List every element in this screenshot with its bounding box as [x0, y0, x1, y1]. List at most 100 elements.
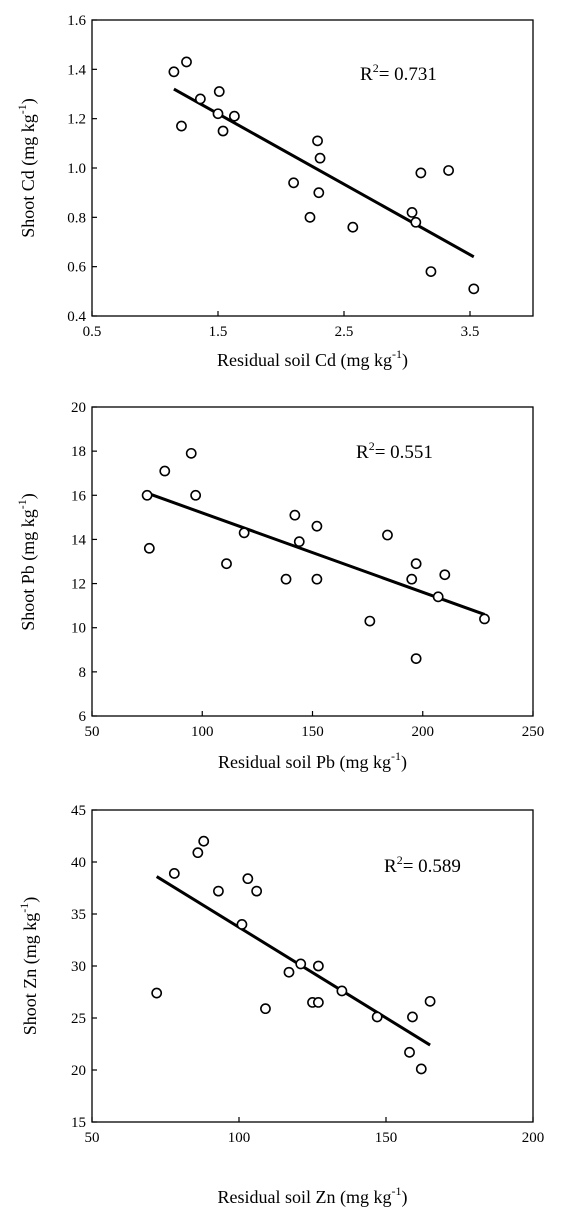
data-point	[228, 110, 240, 122]
x-axis-label-end: )	[401, 752, 407, 773]
y-tick-label: 1.6	[67, 13, 86, 29]
x-axis-label-end: )	[402, 350, 408, 371]
data-point	[312, 135, 323, 147]
data-point	[190, 489, 202, 501]
data-point	[314, 152, 326, 164]
data-point	[295, 958, 307, 970]
y-tick-label: 20	[71, 1063, 86, 1079]
y-tick-label: 1.0	[67, 161, 86, 177]
data-point	[289, 509, 301, 521]
y-axis-label-text: Shoot Pb (mg kg	[18, 509, 39, 631]
data-point	[185, 447, 197, 459]
data-point	[410, 558, 422, 570]
data-point	[336, 985, 348, 997]
x-tick-label: 50	[85, 1130, 100, 1146]
data-point	[181, 56, 192, 68]
x-tick-label: 200	[412, 724, 435, 740]
data-point	[283, 966, 295, 978]
chart-panel-2: 50 100 150 200 250 6 8 10 12 14 16 18 20 R2= 0.551 Res…	[15, 400, 544, 773]
x-axis-label: Residual soil Cd (mg kg-1)	[217, 347, 408, 371]
data-point	[311, 520, 323, 532]
y-axis-label: Shoot Zn (mg kg-1)	[17, 897, 41, 1036]
data-point	[217, 125, 229, 137]
y-tick-label: 10	[71, 621, 86, 637]
r-squared-annotation: R2= 0.551	[356, 439, 433, 463]
data-point	[159, 465, 171, 477]
data-point	[280, 573, 292, 585]
plot-frame	[91, 406, 534, 717]
x-tick-label: 150	[301, 724, 324, 740]
x-axis-label-sup: -1	[392, 347, 402, 361]
data-point	[439, 569, 451, 581]
x-axis-label-text: Residual soil Pb (mg kg	[218, 752, 391, 773]
y-axis-label: Shoot Pb (mg kg-1)	[15, 493, 39, 631]
data-point	[432, 591, 444, 603]
x-tick-label: 200	[522, 1130, 545, 1146]
r-squared-prefix: R	[384, 856, 397, 877]
r-squared-annotation: R2= 0.731	[360, 61, 437, 85]
data-point	[251, 885, 263, 897]
data-point	[198, 835, 210, 847]
chart-panel-1: 0.5 1.5 2.5 3.5 0.4 0.6 0.8 1.0 1.2 1.4 1.6 R2= 0.7…	[15, 13, 534, 371]
y-tick-label: 45	[71, 803, 86, 819]
data-point	[479, 613, 490, 625]
data-point	[192, 847, 204, 859]
y-axis-label-sup: -1	[15, 104, 29, 114]
data-point	[236, 919, 248, 930]
x-tick-label: 1.5	[209, 324, 228, 340]
x-tick-label: 3.5	[461, 324, 480, 340]
y-axis-label-text: Shoot Zn (mg kg	[20, 913, 41, 1036]
y-tick-label: 8	[79, 665, 87, 681]
x-tick-label: 100	[191, 724, 214, 740]
data-point	[406, 206, 418, 218]
regression-line	[155, 875, 431, 1047]
data-point	[311, 573, 323, 585]
y-axis-label-sup: -1	[15, 499, 29, 509]
r-squared-prefix: R	[356, 442, 369, 463]
data-point	[313, 187, 325, 199]
x-tick-label: 150	[375, 1130, 398, 1146]
data-point	[213, 885, 224, 897]
chart-panel-3: 50 100 150 200 15 20 25 30 35 40 45 R2= 0.589 Residu…	[17, 803, 544, 1208]
data-point	[468, 283, 480, 295]
data-point	[410, 216, 422, 228]
y-axis-label-sup: -1	[17, 903, 31, 913]
y-tick-label: 12	[71, 577, 86, 593]
x-tick-label: 100	[228, 1130, 251, 1146]
data-point	[407, 1011, 418, 1023]
y-tick-label: 20	[71, 400, 86, 416]
y-tick-label: 0.4	[67, 309, 86, 325]
r-squared-annotation: R2= 0.589	[384, 853, 461, 877]
data-point	[176, 120, 187, 132]
data-point	[213, 86, 225, 97]
x-tick-label: 250	[522, 724, 545, 740]
x-tick-label: 0.5	[83, 324, 102, 340]
y-axis-label-end: )	[18, 493, 39, 499]
data-point	[304, 211, 316, 223]
r-squared-value: = 0.551	[375, 442, 433, 463]
data-point	[347, 221, 359, 233]
y-tick-label: 6	[79, 709, 87, 725]
data-point	[168, 868, 180, 879]
y-tick-label: 14	[71, 532, 87, 548]
data-point	[415, 167, 427, 179]
r-squared-superscript: 2	[373, 61, 379, 75]
y-axis-label-text: Shoot Cd (mg kg	[18, 114, 39, 238]
data-point	[410, 653, 422, 665]
data-point	[312, 960, 324, 972]
y-axis-label-end: )	[18, 98, 39, 104]
y-tick-label: 40	[71, 855, 86, 871]
data-point	[404, 1046, 415, 1058]
x-axis-label-sup: -1	[392, 1184, 402, 1198]
r-squared-prefix: R	[360, 64, 373, 85]
data-point	[364, 615, 376, 627]
data-point	[238, 527, 250, 539]
data-point	[194, 93, 206, 105]
data-point	[212, 108, 224, 120]
data-point	[293, 536, 305, 548]
data-point	[141, 489, 153, 501]
data-point	[415, 1063, 427, 1075]
data-point	[382, 529, 393, 541]
data-point	[443, 165, 454, 176]
x-axis-label-end: )	[402, 1187, 408, 1208]
